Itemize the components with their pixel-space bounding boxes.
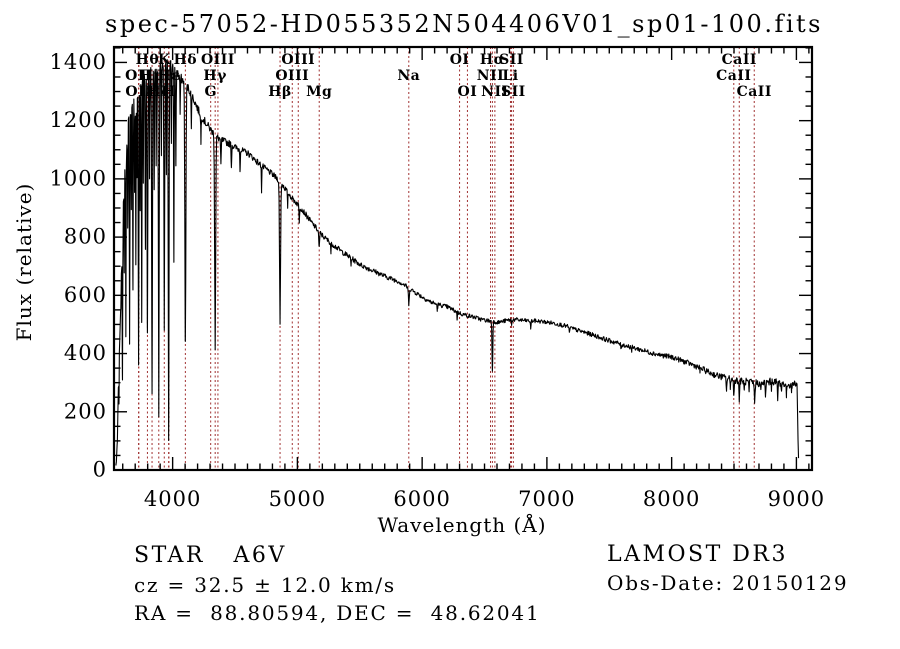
line-label-oiii: OIII (281, 52, 315, 68)
object-class-label: STAR A6V (134, 543, 287, 568)
line-label-caii: CaII (737, 84, 772, 100)
line-label-oi: OI (450, 52, 470, 68)
y-tick-label: 1200 (50, 108, 107, 132)
line-label-hη: Hη (140, 68, 164, 84)
line-label-na: Na (397, 68, 420, 84)
line-label-sii: SII (499, 52, 524, 68)
line-label-hζ: Hζ (148, 84, 171, 100)
line-label-nii: NII (477, 68, 504, 84)
plot-title: spec-57052-HD055352N504406V01_sp01-100.f… (105, 10, 823, 38)
line-label-oiii: OIII (201, 52, 235, 68)
line-label-hγ: Hγ (203, 68, 227, 84)
line-label-hθ: Hθ (136, 52, 160, 68)
line-label-h: H (162, 84, 176, 100)
y-tick-label: 1000 (50, 166, 107, 190)
x-tick-label: 5000 (269, 487, 326, 511)
plot-frame-and-ticks (112, 45, 814, 472)
line-label-hβ: Hβ (268, 84, 292, 100)
axis-tick-labels: 4000 5000 6000 7000 8000 9000 0 200 400 600 800 100… (50, 50, 825, 511)
y-tick-label: 200 (64, 399, 107, 423)
line-label-g: G (204, 84, 216, 100)
y-tick-label: 0 (93, 458, 107, 482)
line-label-caii: CaII (716, 68, 751, 84)
line-label-mg: Mg (306, 84, 332, 100)
line-label-hα: Hα (480, 52, 505, 68)
x-tick-label: 7000 (518, 487, 575, 511)
spectrum-curve (115, 59, 800, 466)
line-label-k: K (158, 52, 171, 68)
line-label-oi: OI (458, 84, 478, 100)
line-label-li: Li (502, 68, 518, 84)
x-axis-label: Wavelength (Å) (377, 512, 546, 537)
x-tick-label: 9000 (768, 487, 825, 511)
y-axis-label: Flux (relative) (12, 183, 36, 342)
obs-date-label: Obs-Date: 20150129 (607, 571, 848, 595)
spectral-line-labels: OIIOIIHθHηHζKHHεHδGHγOIIIHβOIIIOIIIMgNaO… (125, 52, 772, 100)
line-label-oiii: OIII (275, 68, 309, 84)
line-label-caii: CaII (722, 52, 757, 68)
spectral-line-markers (138, 47, 755, 470)
cz-value-label: cz = 32.5 ± 12.0 km/s (134, 573, 396, 597)
x-tick-label: 4000 (144, 487, 201, 511)
line-label-hδ: Hδ (174, 52, 198, 68)
y-tick-label: 800 (64, 225, 107, 249)
line-label-oii: OII (125, 68, 152, 84)
line-label-sii: SII (501, 84, 526, 100)
y-tick-label: 1400 (50, 50, 107, 74)
y-tick-label: 400 (64, 341, 107, 365)
x-tick-label: 6000 (393, 487, 450, 511)
ra-dec-label: RA = 88.80594, DEC = 48.62041 (134, 601, 540, 625)
plot-frame (112, 45, 814, 472)
y-tick-label: 600 (64, 283, 107, 307)
line-label-hε: Hε (158, 68, 181, 84)
line-label-nii: NII (481, 84, 508, 100)
survey-label: LAMOST DR3 (607, 542, 788, 567)
line-label-oii: OII (125, 84, 152, 100)
x-tick-label: 8000 (643, 487, 700, 511)
